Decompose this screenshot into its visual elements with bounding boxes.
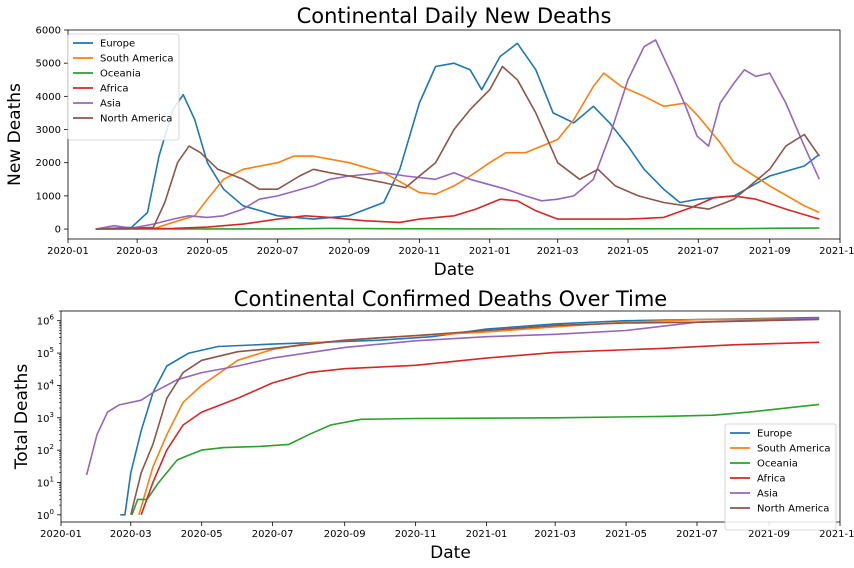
y-tick-label: 4000 bbox=[36, 92, 61, 103]
plot-frame bbox=[67, 29, 841, 240]
x-tick-label: 2020-07 bbox=[252, 529, 294, 540]
x-tick-label: 2020-07 bbox=[257, 246, 299, 257]
y-tick-label: 104 bbox=[37, 378, 55, 392]
series-lines bbox=[95, 39, 821, 230]
legend: Europe South America Oceania Africa Asia Nort… bbox=[724, 423, 837, 531]
legend: Europe South America Oceania Africa Asia Nort… bbox=[67, 33, 180, 141]
y-tick-label: 5000 bbox=[36, 59, 61, 70]
series-line-north-america bbox=[130, 318, 820, 515]
x-tick-label: 2021-03 bbox=[534, 529, 576, 540]
y-tick-label: 0 bbox=[55, 225, 61, 236]
x-tick-label: 2020-03 bbox=[110, 529, 152, 540]
legend-label: Africa bbox=[100, 84, 129, 95]
series-line-asia bbox=[85, 317, 820, 476]
x-tick-label: 2020-01 bbox=[40, 529, 82, 540]
x-tick-label: 2020-09 bbox=[324, 529, 366, 540]
x-tick-label: 2020-09 bbox=[328, 246, 370, 257]
chart-title: Continental Confirmed Deaths Over Time bbox=[234, 287, 667, 311]
series-line-oceania bbox=[131, 403, 820, 516]
series-line-oceania bbox=[95, 227, 820, 230]
x-tick-label: 2021-09 bbox=[749, 246, 791, 257]
y-axis-label: New Deaths bbox=[5, 83, 25, 186]
series-line-north-america bbox=[95, 65, 820, 230]
x-tick-label: 2021-09 bbox=[748, 529, 790, 540]
series-line-asia bbox=[95, 39, 821, 230]
x-tick-label: 2021-05 bbox=[607, 246, 649, 257]
legend-label: South America bbox=[100, 54, 174, 65]
x-tick-label: 2020-11 bbox=[395, 529, 437, 540]
x-tick-label: 2021-01 bbox=[469, 246, 511, 257]
y-tick-label: 105 bbox=[37, 346, 54, 360]
x-tick-label: 2021-07 bbox=[677, 246, 719, 257]
x-tick-label: 2021-07 bbox=[676, 529, 718, 540]
y-tick-label: 1000 bbox=[36, 191, 61, 202]
legend-label: Asia bbox=[757, 489, 778, 500]
series-line-europe bbox=[95, 42, 820, 230]
series-line-south-america bbox=[138, 318, 820, 516]
x-tick-label: 2020-05 bbox=[181, 529, 223, 540]
legend-label: South America bbox=[757, 444, 831, 455]
chart-panel-2: Continental Confirmed Deaths Over Time 20… bbox=[12, 287, 854, 563]
x-tick-label: 2020-03 bbox=[116, 246, 158, 257]
legend-label: Oceania bbox=[757, 459, 798, 470]
y-tick-label: 6000 bbox=[36, 26, 61, 37]
legend-box bbox=[724, 423, 837, 531]
legend-label: Asia bbox=[100, 99, 121, 110]
y-tick-label: 2000 bbox=[36, 158, 61, 169]
y-tick-label: 3000 bbox=[36, 125, 61, 136]
y-tick-label: 103 bbox=[37, 411, 54, 425]
y-tick-label: 102 bbox=[37, 443, 54, 457]
legend-label: Europe bbox=[100, 39, 135, 50]
x-tick-label: 2020-11 bbox=[399, 246, 441, 257]
legend-label: North America bbox=[757, 504, 829, 515]
x-axis-label: Date bbox=[434, 260, 475, 280]
y-tick-label: 106 bbox=[37, 314, 55, 328]
x-tick-label: 2020-05 bbox=[187, 246, 229, 257]
chart-title: Continental Daily New Deaths bbox=[297, 4, 612, 28]
series-lines bbox=[85, 316, 820, 516]
y-axis-label: Total Deaths bbox=[12, 364, 32, 471]
series-line-south-america bbox=[95, 72, 820, 230]
x-tick-label: 2020-01 bbox=[47, 246, 89, 257]
x-tick-label: 2021-03 bbox=[537, 246, 579, 257]
legend-label: North America bbox=[100, 114, 172, 125]
legend-label: Europe bbox=[757, 429, 792, 440]
plot-frame bbox=[60, 310, 841, 523]
x-tick-label: 2021-11 bbox=[819, 529, 854, 540]
legend-label: Africa bbox=[757, 474, 786, 485]
series-line-africa bbox=[95, 195, 820, 230]
x-tick-label: 2021-01 bbox=[466, 529, 508, 540]
x-tick-label: 2021-05 bbox=[605, 529, 647, 540]
x-axis-label: Date bbox=[430, 543, 471, 563]
x-tick-label: 2021-11 bbox=[819, 246, 854, 257]
y-tick-label: 101 bbox=[37, 475, 54, 489]
chart-panel-1: Continental Daily New Deaths 2020-01 2020-… bbox=[5, 4, 854, 280]
series-line-europe bbox=[120, 316, 820, 516]
y-tick-label: 100 bbox=[37, 508, 54, 522]
series-line-africa bbox=[140, 341, 820, 516]
legend-box bbox=[67, 33, 180, 141]
legend-label: Oceania bbox=[100, 69, 141, 80]
